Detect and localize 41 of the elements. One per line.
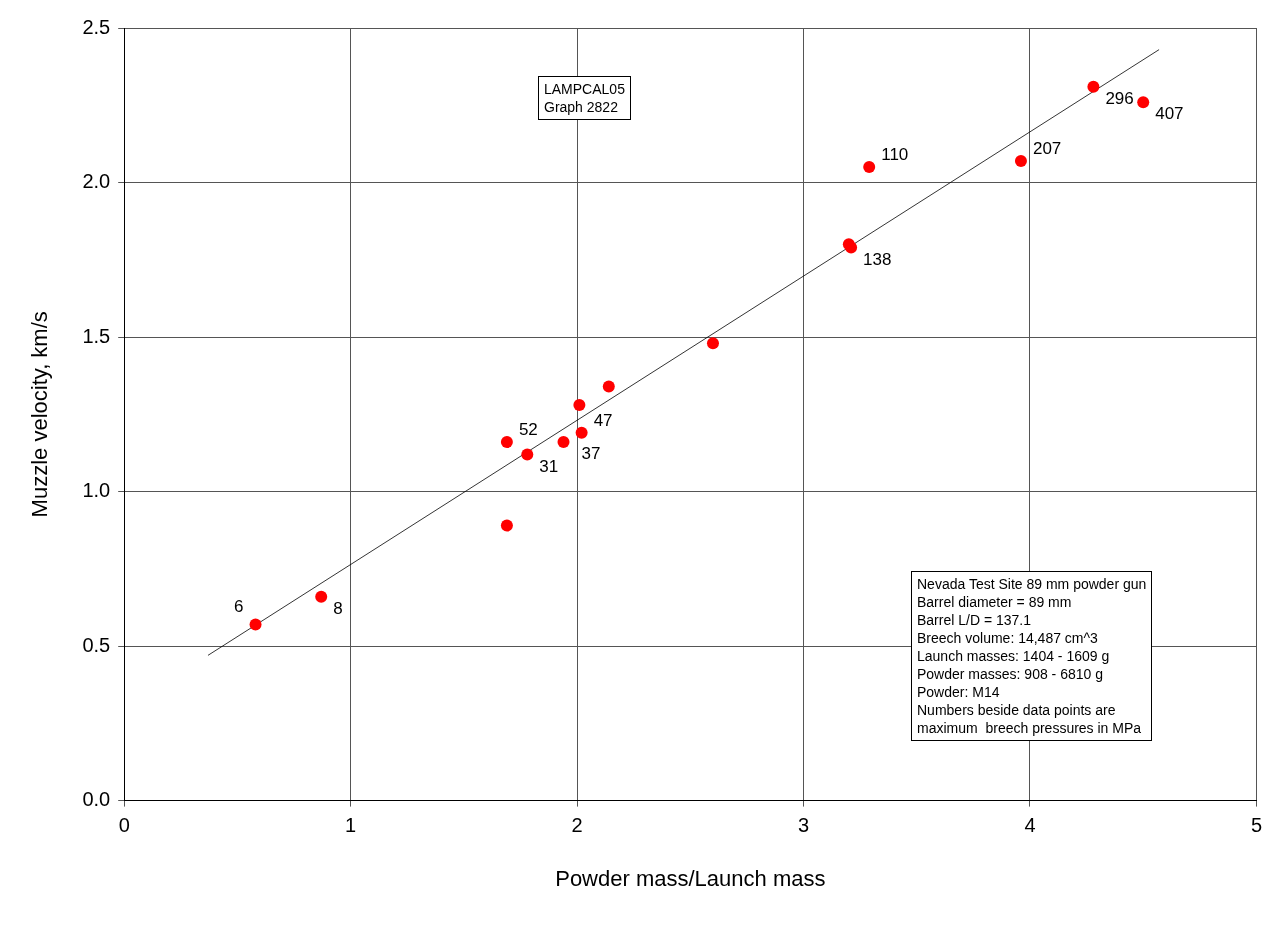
point	[573, 399, 586, 412]
annotation: 31	[539, 456, 559, 476]
annotation: 407	[1155, 104, 1184, 124]
point	[557, 436, 570, 449]
y-tick-label: 0.0	[82, 788, 111, 811]
point	[602, 380, 615, 393]
y-tick-label: 2.5	[82, 15, 111, 38]
point	[1137, 96, 1150, 109]
annotation: LAMPCAL05 Graph 2822	[538, 76, 631, 120]
point	[500, 519, 513, 532]
annotation: 110	[881, 145, 909, 165]
x-tick-label: 3	[797, 814, 810, 837]
y-tick-label: 1.0	[82, 479, 111, 502]
point	[706, 337, 719, 350]
point	[1014, 154, 1027, 167]
y-axis-title: Muzzle velocity, km/s	[27, 311, 53, 518]
point	[863, 161, 876, 174]
annotation: 47	[593, 411, 613, 431]
annotation: 52	[518, 420, 538, 440]
annotation: 207	[1032, 139, 1062, 159]
x-tick-label: 2	[571, 814, 583, 837]
annotation: 296	[1105, 88, 1134, 108]
annotation: 138	[863, 249, 892, 269]
point	[249, 618, 262, 631]
point	[521, 448, 534, 461]
point	[575, 426, 588, 439]
x-axis-title: Powder mass/Launch mass	[555, 865, 826, 891]
annotation: 37	[581, 444, 601, 464]
annotation: 8	[333, 598, 343, 618]
x-tick-label: 5	[1250, 814, 1262, 837]
annotation: 6	[234, 596, 244, 616]
point	[500, 436, 513, 449]
point	[315, 590, 328, 603]
text: Nevada Test Site 89 mm powder gun Barrel diameter = 89 mm Barrel L/D = 137.1 Breech volume: 14,487 cm^3 Launch masses: 1404 - 1609 g Powder masses: 908 - 6810 g Powder: M14 Numbers beside data points are maximum breech pressures in MPa	[917, 576, 1147, 736]
x-tick-label: 0	[118, 814, 130, 837]
y-tick-label: 1.5	[82, 324, 111, 347]
y-tick-label: 2.0	[82, 170, 111, 193]
x-tick-label: 1	[345, 814, 357, 837]
x-tick-label: 4	[1024, 814, 1036, 837]
point	[1087, 80, 1100, 93]
y-tick-label: 0.5	[82, 633, 111, 656]
